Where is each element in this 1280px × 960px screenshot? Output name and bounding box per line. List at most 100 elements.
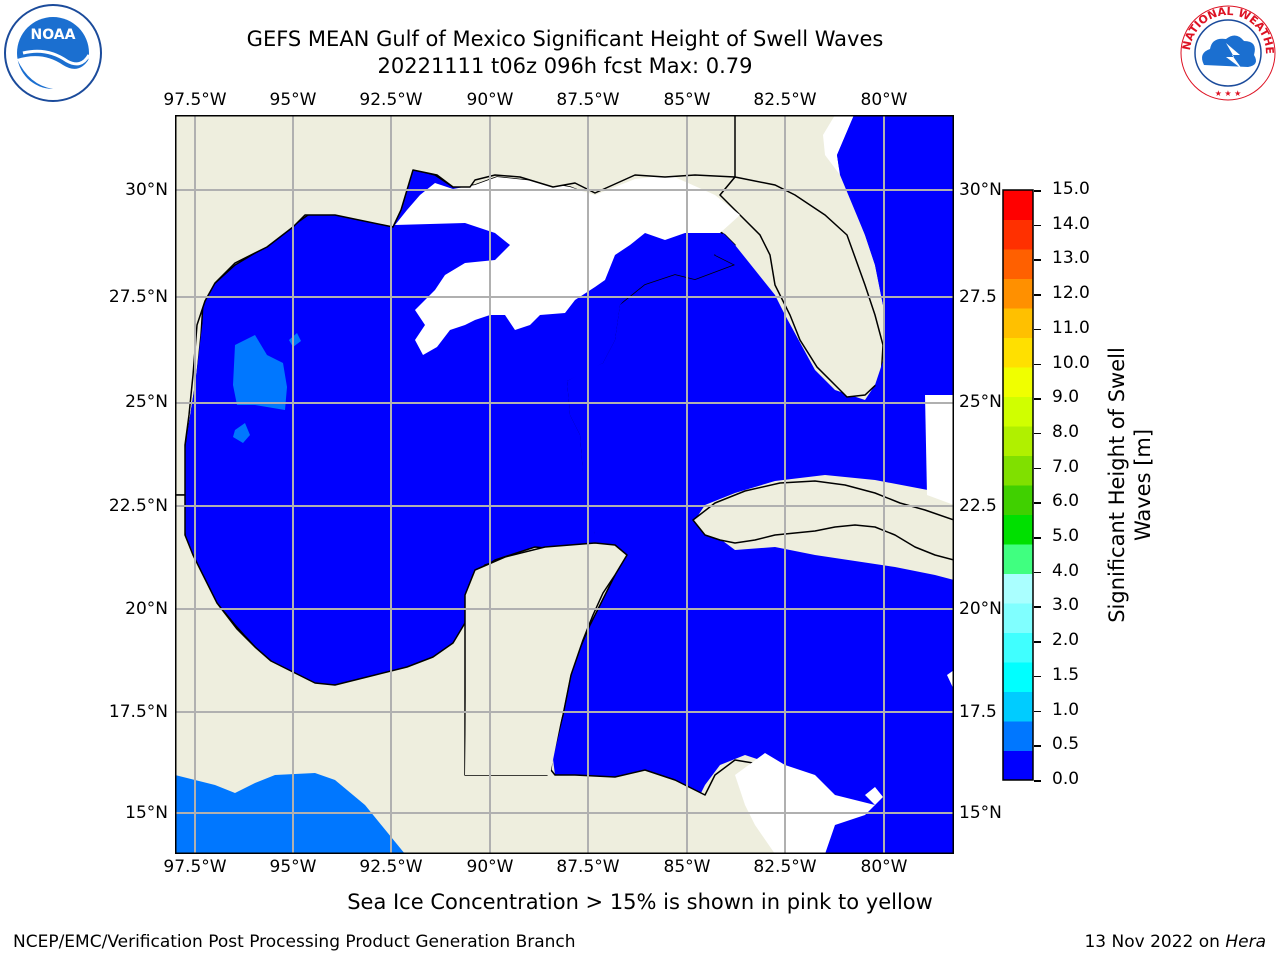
map-grid: [175, 115, 954, 854]
colorbar-title-line2: Waves [m]: [1131, 428, 1155, 542]
footer-date: 13 Nov 2022 on: [1084, 932, 1226, 952]
colorbar-segment: [1003, 662, 1033, 692]
colorbar-tick-label: 2.0: [1052, 630, 1080, 651]
colorbar-tick-label: 15.0: [1052, 179, 1090, 199]
lat-label-left: 15°N: [125, 803, 168, 823]
colorbar-tick-label: 11.0: [1052, 317, 1090, 338]
west-gulf-mid-swell-small: [233, 423, 250, 443]
colorbar-segment: [1003, 337, 1033, 368]
colorbar-tick: [1034, 502, 1041, 504]
colorbar-tick: [1034, 398, 1041, 400]
florida-keys-ocean: [837, 115, 954, 495]
lat-label-left: 27.5°N: [108, 287, 168, 307]
lon-label-top: 82.5°W: [753, 90, 817, 110]
lon-label-top: 92.5°W: [359, 90, 423, 110]
yucatan-land-fill: [465, 547, 613, 775]
no-data-north-shelf: [395, 175, 740, 355]
colorbar-segment: [1003, 632, 1033, 663]
colorbar-segment: [1003, 249, 1033, 279]
colorbar-tick-label: 5.0: [1052, 526, 1080, 547]
lat-label-left: 17.5°N: [108, 702, 168, 722]
colorbar-segment: [1003, 308, 1033, 338]
colorbar-segment: [1003, 219, 1033, 250]
no-data-east-edge-small: [947, 670, 954, 690]
colorbar-segment: [1003, 691, 1033, 722]
colorbar-segment: [1003, 573, 1033, 604]
lat-label-right: 27.5: [959, 287, 997, 307]
colorbar-tick: [1034, 710, 1041, 713]
colorbar-tick-label: 13.0: [1052, 248, 1090, 269]
colorbar-tick-label: 12.0: [1052, 283, 1090, 304]
colorbar-segment: [1003, 485, 1033, 515]
no-data-east-dot: [865, 787, 883, 805]
sea-ice-note: Sea Ice Concentration > 15% is shown in …: [347, 890, 933, 914]
colorbar-segment: [1003, 603, 1033, 633]
colorbar-segment: [1003, 455, 1033, 486]
lon-label-top: 95°W: [269, 90, 317, 110]
no-data-east-edge: [925, 395, 954, 505]
colorbar-title: Significant Height of Swell Waves [m]: [1104, 347, 1156, 623]
noaa-logo: NOAA: [4, 4, 102, 102]
colorbar-segment: [1003, 544, 1033, 574]
west-gulf-mid-swell: [233, 335, 287, 410]
colorbar-tick: [1034, 675, 1041, 678]
colorbar-tick-label: 8.0: [1052, 421, 1080, 442]
colorbar-tick: [1034, 294, 1041, 296]
colorbar-tick-label: 6.0: [1052, 491, 1080, 512]
lon-label-top: 85°W: [663, 90, 711, 110]
colorbar-tick-label: 1.5: [1052, 664, 1080, 685]
florida-land: [718, 176, 884, 398]
colorbar-tick-label: 7.0: [1052, 456, 1080, 477]
colorbar-tick-label: 10.0: [1052, 352, 1090, 373]
gulf-ocean-fill-main: [375, 115, 954, 854]
colorbar-tick: [1034, 641, 1041, 643]
no-data-florida-east: [823, 115, 854, 175]
colorbar-tick: [1034, 363, 1041, 366]
lon-label-top: 87.5°W: [556, 90, 620, 110]
colorbar-tick-label: 3.0: [1052, 595, 1080, 616]
colorbar-tick: [1034, 328, 1041, 331]
lon-label-bottom: 97.5°W: [163, 857, 227, 877]
cuba-land: [692, 480, 954, 561]
lat-label-left: 22.5°N: [108, 496, 168, 516]
colorbar-tick-label: 0.0: [1052, 769, 1080, 789]
lon-label-bottom: 82.5°W: [753, 857, 817, 877]
svg-text:★ ★ ★: ★ ★ ★: [1215, 89, 1242, 98]
footer-left: NCEP/EMC/Verification Post Processing Pr…: [13, 932, 576, 952]
colorbar-tick-label: 1.0: [1052, 699, 1080, 720]
lon-label-bottom: 95°W: [269, 857, 317, 877]
colorbar: [1002, 189, 1034, 781]
lon-label-top: 80°W: [860, 90, 908, 110]
lat-label-left: 25°N: [125, 392, 168, 412]
lat-label-left: 30°N: [125, 180, 168, 200]
colorbar-tick: [1034, 467, 1041, 470]
colorbar-segment: [1003, 514, 1033, 545]
chart-title: GEFS MEAN Gulf of Mexico Significant Hei…: [246, 27, 884, 51]
colorbar-tick: [1034, 537, 1041, 539]
lon-label-bottom: 87.5°W: [556, 857, 620, 877]
lon-label-bottom: 85°W: [663, 857, 711, 877]
colorbar-tick: [1034, 606, 1041, 608]
colorbar-tick-label: 9.0: [1052, 387, 1080, 408]
footer-right: 13 Nov 2022 on Hera: [1084, 932, 1266, 952]
colorbar-tick: [1034, 224, 1041, 227]
lat-label-left: 20°N: [125, 599, 168, 619]
colorbar-tick: [1034, 745, 1041, 747]
lon-label-top: 90°W: [466, 90, 514, 110]
chart-subtitle: 20221111 t06z 096h fcst Max: 0.79: [377, 54, 753, 78]
colorbar-segment: [1003, 721, 1033, 751]
noaa-logo-text: NOAA: [31, 27, 76, 43]
lat-label-right: 17.5: [959, 702, 997, 722]
colorbar-segment: [1003, 367, 1033, 397]
lat-label-right: 15°N: [959, 803, 1002, 823]
colorbar-tick-label: 4.0: [1052, 560, 1080, 581]
colorbar-tick: [1034, 432, 1041, 435]
gulf-of-mexico-map: [175, 115, 954, 854]
map-frame: [175, 115, 954, 854]
lon-label-bottom: 92.5°W: [359, 857, 423, 877]
lat-label-right: 25°N: [959, 392, 1002, 412]
colorbar-segment: [1003, 396, 1033, 427]
colorbar-segment: [1003, 278, 1033, 309]
lat-label-right: 30°N: [959, 180, 1002, 200]
colorbar-title-line1: Significant Height of Swell: [1105, 347, 1129, 623]
